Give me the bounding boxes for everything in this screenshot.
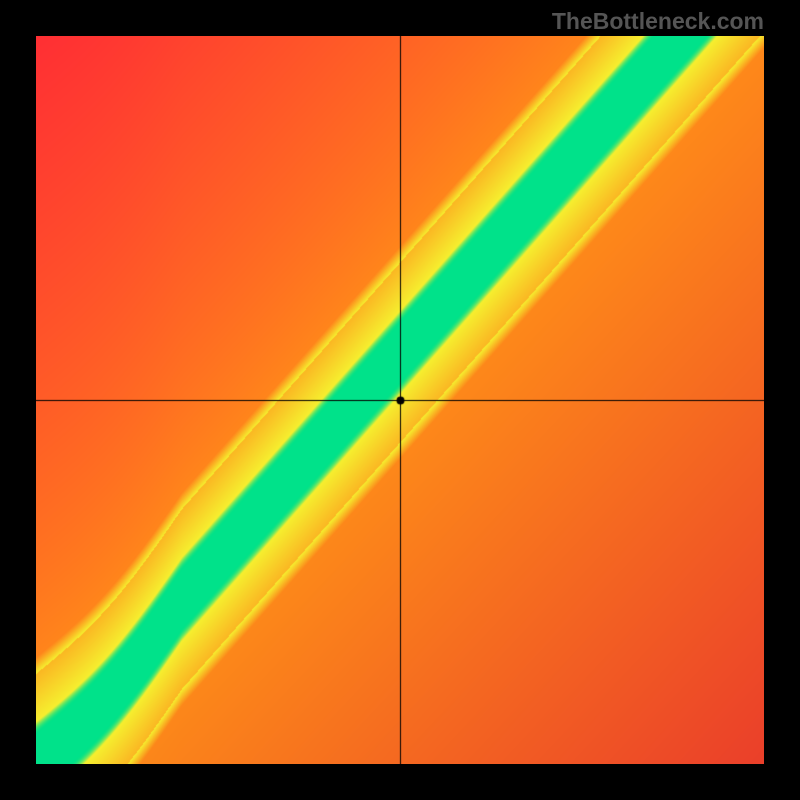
chart-container: { "chart": { "type": "heatmap", "canvas_… [0, 0, 800, 800]
watermark-text: TheBottleneck.com [552, 8, 764, 35]
bottleneck-heatmap [36, 36, 764, 764]
